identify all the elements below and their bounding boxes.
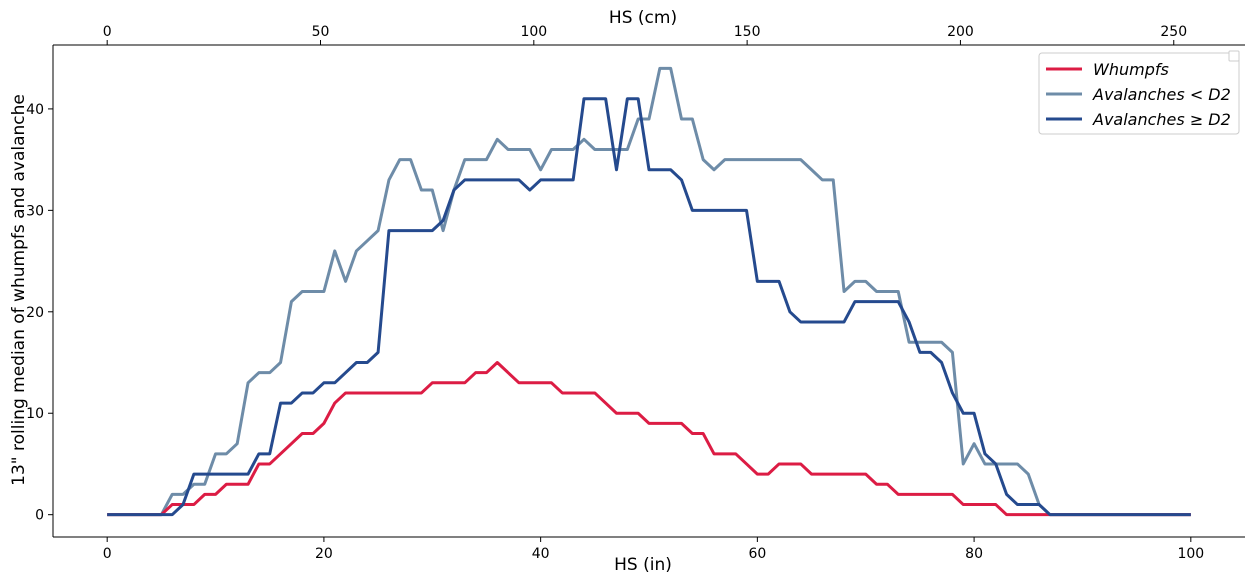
x-tick-label: 60 [748,546,766,562]
top-axis-title: HS (cm) [609,8,677,28]
legend-extra-box [1228,50,1240,62]
top-tick-label: 250 [1160,24,1187,40]
legend: Whumpfs Avalanches < D2 Avalanches ≥ D2 [1038,50,1240,135]
x-tick-label: 80 [965,546,983,562]
top-tick-label: 200 [947,24,974,40]
top-axis-ticks: 0 50 100 150 200 250 [103,24,1187,45]
y-axis-title: 13" rolling median of whumpfs and avalan… [9,94,29,486]
top-tick-label: 0 [103,24,112,40]
y-axis-ticks: 0 10 20 30 40 [26,102,53,524]
series-layer [107,66,1191,517]
x-axis-title: HS (in) [614,555,672,574]
top-tick-label: 100 [520,24,547,40]
top-tick-label: 50 [312,24,330,40]
y-tick-label: 10 [26,406,44,422]
x-tick-label: 0 [103,546,112,562]
top-tick-label: 150 [734,24,761,40]
legend-label-avalanches-lt-d2: Avalanches < D2 [1092,85,1231,104]
series-line-1 [107,66,1191,517]
plot-frame [52,44,1245,538]
x-tick-label: 100 [1177,546,1204,562]
y-tick-label: 40 [26,102,44,118]
x-tick-label: 40 [532,546,550,562]
y-tick-label: 30 [26,203,44,219]
legend-box [1038,52,1240,135]
series-line-2 [107,97,1191,517]
x-axis-ticks: 0 20 40 60 80 100 [103,537,1204,562]
y-tick-label: 20 [26,305,44,321]
legend-label-whumpfs: Whumpfs [1093,60,1169,79]
y-tick-label: 0 [35,508,44,524]
x-tick-label: 20 [315,546,333,562]
legend-label-avalanches-ge-d2: Avalanches ≥ D2 [1092,110,1231,129]
series-line-0 [107,361,1191,517]
